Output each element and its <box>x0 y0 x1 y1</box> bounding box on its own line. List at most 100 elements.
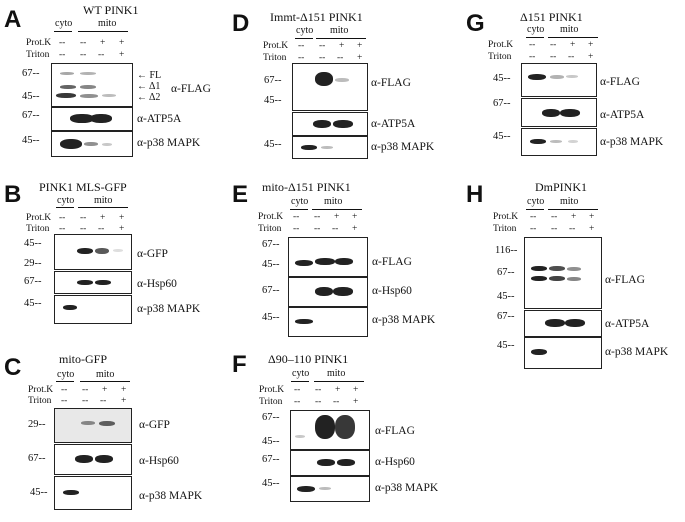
treatment-sign: + <box>119 224 125 234</box>
treatment-sign: -- <box>293 224 300 234</box>
arrow-d1: ← Δ1 <box>137 81 161 92</box>
antibody-label: α-ATP5A <box>600 109 645 121</box>
blot-band <box>560 109 580 117</box>
blot-band <box>75 455 93 463</box>
mw-marker: 45-- <box>493 131 511 142</box>
antibody-label: α-p38 MAPK <box>137 137 201 149</box>
protk-label: Prot.K <box>26 38 52 48</box>
panel-letter: B <box>4 181 22 208</box>
treatment-sign: -- <box>315 385 322 395</box>
antibody-label: α-ATP5A <box>605 318 650 330</box>
cyto-label: cyto <box>55 18 73 29</box>
blot-p38 <box>292 136 368 159</box>
mw-marker: 67-- <box>262 239 280 250</box>
blot-flag <box>524 237 602 309</box>
treatment-sign: + <box>353 397 359 407</box>
blot-atp5a <box>524 310 602 337</box>
blot-band <box>335 258 353 265</box>
mito-underline <box>80 381 130 382</box>
mw-marker: 45-- <box>262 478 280 489</box>
treatment-sign: + <box>100 213 106 223</box>
blot-band <box>313 120 331 128</box>
cyto-label: cyto <box>291 196 309 207</box>
treatment-sign: -- <box>82 385 89 395</box>
blot-band <box>531 266 547 271</box>
blot-band <box>77 280 93 285</box>
mito-underline <box>548 209 598 210</box>
blot-band <box>301 145 317 150</box>
treatment-sign: -- <box>529 52 536 62</box>
treatment-sign: + <box>589 224 595 234</box>
blot-band <box>56 93 76 98</box>
mw-marker: 67-- <box>22 110 40 121</box>
blot-band <box>531 276 547 281</box>
blot-atp5a <box>51 107 133 131</box>
panel-title: Δ90–110 PINK1 <box>268 352 349 366</box>
mito-label: mito <box>330 25 349 36</box>
antibody-label: α-p38 MAPK <box>605 346 669 358</box>
blot-band <box>102 143 112 146</box>
mito-underline <box>78 207 128 208</box>
treatment-sign: -- <box>319 41 326 51</box>
blot-band <box>550 140 562 143</box>
mw-marker: 45-- <box>30 487 48 498</box>
blot-band <box>80 85 96 89</box>
mw-marker: 45-- <box>22 91 40 102</box>
blot-band <box>60 85 76 89</box>
treatment-sign: + <box>334 212 340 222</box>
treatment-sign: -- <box>550 40 557 50</box>
mw-marker: 45-- <box>24 298 42 309</box>
treatment-sign: -- <box>529 40 536 50</box>
blot-hsp60 <box>290 450 370 476</box>
blot-band <box>567 277 581 281</box>
cyto-underline <box>56 207 74 208</box>
mw-marker: 67-- <box>497 267 515 278</box>
triton-label: Triton <box>263 53 287 63</box>
treatment-sign: -- <box>569 224 576 234</box>
cyto-underline <box>295 38 313 39</box>
cyto-label: cyto <box>296 25 314 36</box>
blot-band <box>95 248 109 254</box>
triton-label: Triton <box>258 224 282 234</box>
blot-band <box>335 415 355 439</box>
antibody-label: α-p38 MAPK <box>137 303 201 315</box>
protk-label: Prot.K <box>263 41 289 51</box>
blot-flag <box>292 63 368 111</box>
blot-atp5a <box>521 98 597 127</box>
mw-marker: 67-- <box>262 412 280 423</box>
treatment-sign: -- <box>530 212 537 222</box>
treatment-sign: -- <box>59 50 66 60</box>
panel-title: PINK1 MLS-GFP <box>39 180 127 194</box>
mw-marker: 45-- <box>493 73 511 84</box>
treatment-sign: -- <box>314 224 321 234</box>
blot-band <box>333 287 353 296</box>
antibody-label: α-p38 MAPK <box>372 314 436 326</box>
antibody-label: α-p38 MAPK <box>600 136 664 148</box>
treatment-sign: + <box>335 385 341 395</box>
blot-p38 <box>288 307 368 337</box>
treatment-sign: -- <box>59 224 66 234</box>
treatment-sign: + <box>119 50 125 60</box>
treatment-sign: -- <box>550 52 557 62</box>
blot-band <box>333 120 353 128</box>
mito-label: mito <box>560 196 579 207</box>
treatment-sign: -- <box>551 212 558 222</box>
treatment-sign: + <box>119 213 125 223</box>
blot-band <box>60 139 82 149</box>
blot-band <box>63 490 79 495</box>
blot-band <box>566 75 578 78</box>
blot-band <box>297 486 315 492</box>
blot-band <box>528 74 546 80</box>
treatment-sign: + <box>339 41 345 51</box>
blot-flag <box>288 237 368 277</box>
triton-label: Triton <box>488 52 512 62</box>
mito-label: mito <box>560 24 579 35</box>
treatment-sign: -- <box>568 52 575 62</box>
mw-marker: 67-- <box>262 454 280 465</box>
panel-title: Immt-Δ151 PINK1 <box>270 10 363 24</box>
antibody-label: α-p38 MAPK <box>139 490 203 502</box>
panel-title: DmPINK1 <box>535 180 588 194</box>
cyto-label: cyto <box>292 368 310 379</box>
mito-underline <box>316 38 366 39</box>
antibody-label: α-GFP <box>137 248 168 260</box>
